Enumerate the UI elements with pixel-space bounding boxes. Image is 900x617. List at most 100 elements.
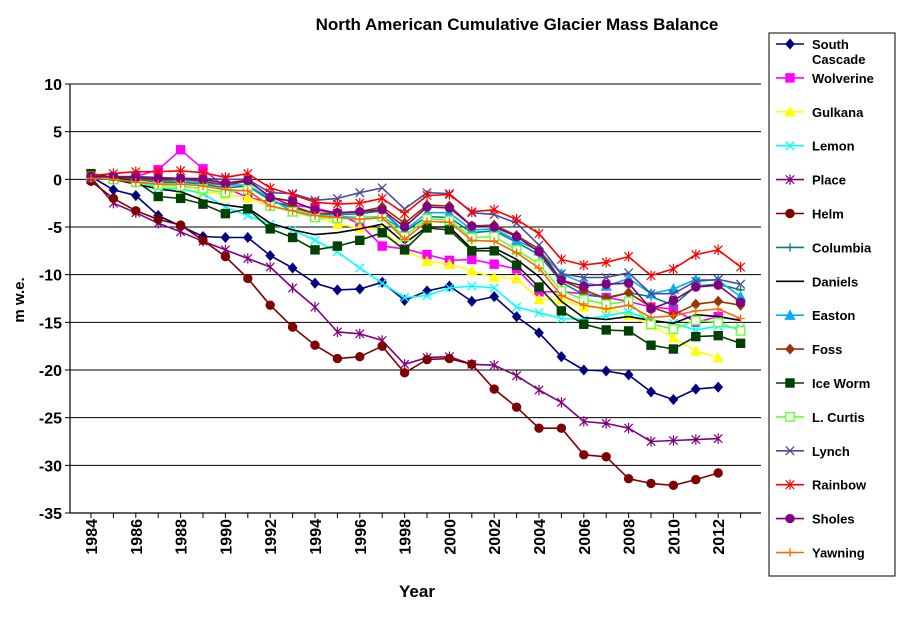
data-point (399, 292, 410, 303)
data-point (623, 473, 634, 484)
series-south-cascade (86, 170, 724, 406)
data-point (690, 315, 701, 326)
data-point (489, 259, 499, 269)
legend-item: Yawning (776, 546, 865, 561)
data-point (265, 182, 275, 194)
x-tick-label: 2010 (666, 519, 683, 555)
legend-item: Lemon (776, 139, 855, 154)
data-point (131, 177, 140, 187)
data-point (489, 283, 499, 293)
legend-swatch-marker (785, 174, 795, 185)
data-point (579, 450, 589, 460)
data-point (735, 297, 746, 308)
data-point (712, 351, 724, 363)
legend-label: South (812, 37, 849, 52)
data-point (265, 224, 275, 234)
legend-item: Helm (776, 207, 844, 222)
data-point (646, 340, 656, 350)
data-point (265, 300, 275, 310)
data-point (198, 199, 208, 209)
y-tick-label: 5 (53, 125, 62, 142)
data-point (176, 179, 185, 189)
series-rainbow (86, 165, 746, 281)
data-point (534, 423, 544, 433)
data-point (444, 353, 455, 364)
data-point (489, 204, 499, 216)
x-tick-label: 2000 (442, 519, 459, 555)
data-point (198, 181, 208, 191)
data-point (556, 306, 567, 316)
data-point (86, 174, 96, 183)
data-point (332, 326, 343, 338)
data-point (735, 338, 746, 349)
data-point (735, 326, 746, 336)
data-point (444, 203, 455, 213)
data-point (602, 304, 611, 314)
data-point (691, 434, 701, 445)
x-tick-label: 2004 (532, 519, 549, 555)
x-tick-label: 1984 (84, 519, 101, 555)
legend-swatch-marker (785, 243, 795, 252)
data-point (556, 313, 567, 324)
data-point (579, 319, 589, 329)
data-point (488, 271, 500, 283)
data-point (242, 231, 253, 244)
legend-item: Wolverine (776, 71, 874, 86)
x-axis-label: Year (399, 582, 435, 601)
data-point (422, 217, 432, 226)
data-point (668, 435, 679, 446)
axes: 10 5 0 -5 -10 -15 -20 -25 -30 -35 1984 1986 1988 1990… (39, 77, 761, 555)
data-point (646, 386, 656, 398)
legend-item: Gulkana (776, 105, 864, 120)
legend-swatch-marker (785, 38, 795, 50)
legend-swatch-marker (785, 343, 795, 355)
data-point (443, 258, 456, 269)
data-point (310, 277, 320, 289)
data-point (422, 202, 432, 212)
legend-item: Foss (776, 342, 842, 357)
data-point (421, 255, 433, 267)
data-point (266, 201, 275, 211)
data-point (668, 295, 679, 306)
data-point (601, 257, 611, 268)
legend-swatch-marker (784, 105, 796, 117)
legend-label: Rainbow (812, 478, 867, 493)
y-tick-label: -15 (39, 315, 62, 332)
data-point (355, 235, 365, 246)
chart-title: North American Cumulative Glacier Mass B… (316, 15, 719, 34)
data-point (646, 478, 656, 489)
data-point (287, 262, 298, 274)
data-point (490, 237, 499, 246)
data-point (355, 197, 365, 209)
data-point (355, 215, 364, 224)
data-point (511, 370, 522, 381)
data-point (310, 340, 320, 350)
data-point (713, 330, 723, 341)
data-point (422, 290, 432, 301)
data-point (601, 452, 611, 462)
data-point (714, 304, 723, 314)
data-point (467, 359, 477, 369)
data-point (332, 198, 343, 210)
data-point (668, 289, 679, 299)
data-point (154, 179, 163, 189)
data-point (556, 423, 567, 433)
data-point (108, 193, 119, 204)
data-point (198, 235, 208, 246)
x-tick-label: 1988 (174, 519, 191, 555)
data-point (534, 327, 544, 339)
data-point (646, 304, 656, 314)
legend-label: Ice Worm (812, 376, 870, 391)
data-point (377, 341, 387, 351)
x-tick-label: 1990 (218, 519, 235, 555)
data-point (556, 275, 567, 286)
data-point (377, 183, 387, 193)
data-point (668, 263, 679, 275)
data-point (445, 218, 454, 227)
data-point (332, 353, 343, 364)
data-point (534, 308, 544, 318)
data-point (489, 291, 500, 303)
legend-swatch-marker (785, 208, 795, 219)
legend-label: Lemon (812, 139, 855, 154)
data-point (265, 261, 275, 273)
